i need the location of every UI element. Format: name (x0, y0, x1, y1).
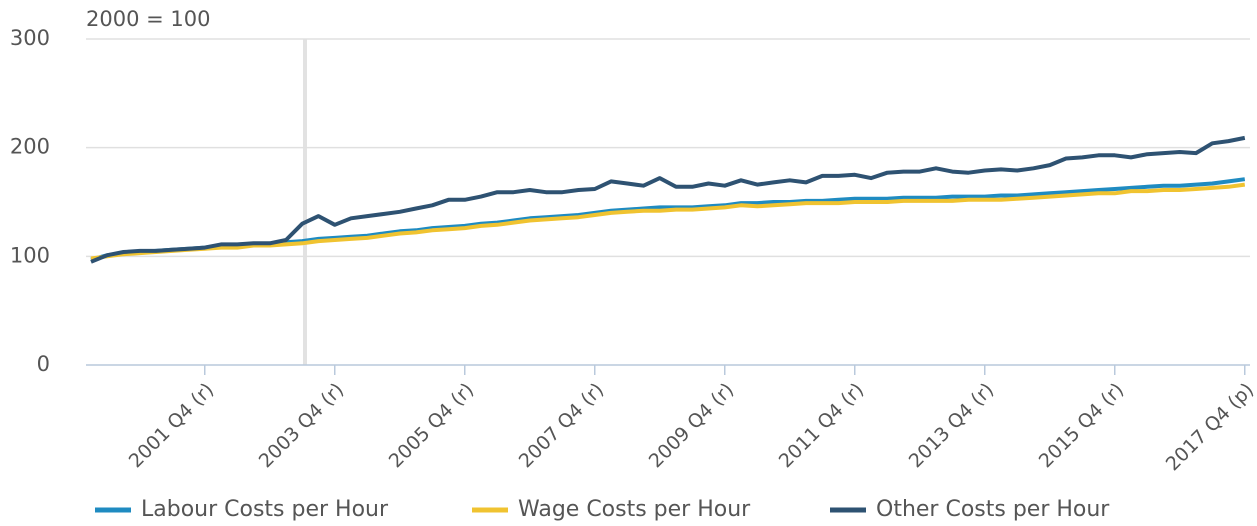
series-line (90, 135, 1246, 264)
series-line (90, 177, 1246, 262)
x-tick-label: 2017 Q4 (p) (1162, 379, 1257, 475)
legend-label: Labour Costs per Hour (141, 497, 389, 522)
chart-subtitle: 2000 = 100 (86, 7, 210, 31)
y-tick-label: 0 (37, 352, 50, 376)
y-tick-label: 100 (10, 243, 50, 267)
y-tick-label: 300 (10, 26, 50, 50)
x-tick-label: 2003 Q4 (r) (255, 379, 348, 472)
x-tick-label: 2001 Q4 (r) (125, 379, 218, 472)
x-tick-label: 2007 Q4 (r) (515, 379, 608, 472)
x-tick-label: 2011 Q4 (r) (775, 379, 868, 472)
x-tick-label: 2005 Q4 (r) (385, 379, 478, 472)
series-line (90, 182, 1246, 261)
legend-label: Other Costs per Hour (876, 497, 1110, 522)
y-tick-label: 200 (10, 135, 50, 159)
x-tick-label: 2009 Q4 (r) (645, 379, 738, 472)
legend-label: Wage Costs per Hour (518, 497, 751, 522)
x-tick-label: 2015 Q4 (r) (1035, 379, 1128, 472)
x-tick-label: 2013 Q4 (r) (905, 379, 998, 472)
